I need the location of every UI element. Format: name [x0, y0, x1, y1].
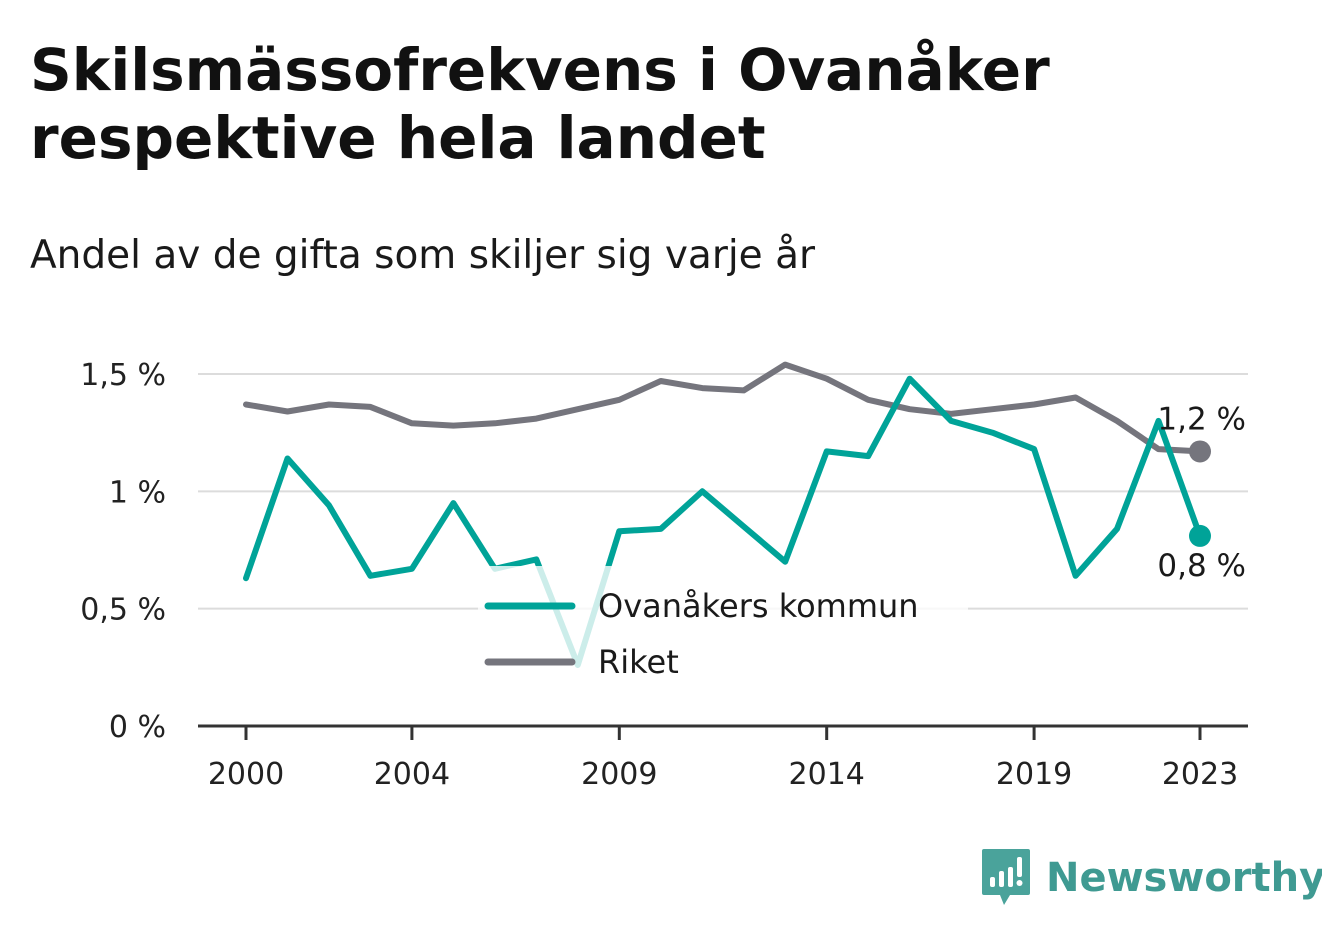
y-tick-label: 1 % — [109, 475, 166, 510]
chart-title: Skilsmässofrekvens i Ovanåker respektive… — [30, 36, 1050, 172]
x-tick-label: 2023 — [1162, 757, 1238, 792]
x-tick-label: 2000 — [208, 757, 284, 792]
legend-background — [478, 566, 968, 694]
bar-chart-speech-bubble-icon — [982, 849, 1030, 905]
x-tick-label: 2014 — [789, 757, 865, 792]
y-tick-label: 0,5 % — [80, 593, 166, 628]
chart-subtitle: Andel av de gifta som skiljer sig varje … — [30, 233, 816, 278]
series-line-0 — [243, 375, 1203, 668]
x-tick-label: 2019 — [996, 757, 1072, 792]
x-tick-label: 2009 — [581, 757, 657, 792]
legend-label: Ovanåkers kommun — [598, 587, 919, 625]
end-label: 1,2 % — [1157, 401, 1246, 437]
series-line-1 — [243, 361, 1203, 455]
y-tick-label: 1,5 % — [80, 358, 166, 393]
x-axis: 2000 2004 2009 2014 2019 2023 — [198, 724, 1248, 792]
end-label: 0,8 % — [1157, 548, 1246, 584]
brand-logo: Newsworthy — [980, 848, 1322, 908]
end-point — [1189, 524, 1211, 547]
x-tick-label: 2004 — [374, 757, 450, 792]
brand-name: Newsworthy — [1046, 855, 1322, 901]
end-point — [1189, 440, 1211, 463]
y-axis-ticks: 0 % 0,5 % 1 % 1,5 % — [80, 358, 166, 745]
legend: Ovanåkers kommun Riket — [478, 566, 968, 694]
line-chart: 0 % 0,5 % 1 % 1,5 % 2000 2004 2009 2014 2019 202… — [80, 358, 1248, 792]
legend-label: Riket — [598, 643, 679, 681]
end-labels: 0,8 % 1,2 % — [1157, 401, 1246, 583]
y-tick-label: 0 % — [109, 710, 166, 745]
